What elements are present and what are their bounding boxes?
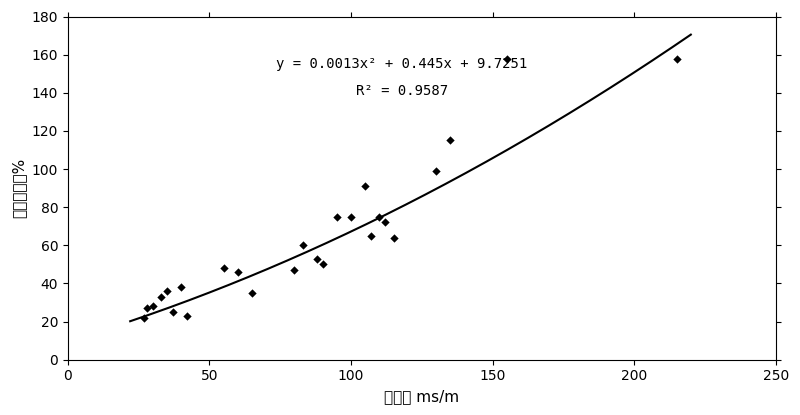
Point [146, 303, 159, 310]
Point [358, 183, 371, 190]
Point [500, 55, 513, 62]
Text: R² = 0.9587: R² = 0.9587 [356, 84, 448, 98]
Point [430, 168, 442, 174]
Point [181, 312, 194, 319]
Point [218, 265, 230, 271]
Point [330, 213, 343, 220]
Point [246, 290, 258, 296]
Point [141, 305, 154, 312]
Point [231, 269, 244, 275]
Point [670, 55, 683, 62]
Point [316, 261, 329, 268]
Point [365, 232, 378, 239]
Point [387, 234, 400, 241]
Point [155, 293, 168, 300]
Point [161, 288, 174, 294]
Point [310, 255, 323, 262]
Point [297, 242, 310, 249]
Point [166, 309, 179, 315]
Point [378, 219, 391, 226]
Text: y = 0.0013x² + 0.445x + 9.7251: y = 0.0013x² + 0.445x + 9.7251 [276, 57, 528, 71]
Point [138, 315, 150, 321]
Point [345, 213, 358, 220]
Point [373, 213, 386, 220]
Y-axis label: 自由膨胀率%: 自由膨胀率% [11, 158, 26, 218]
Point [288, 267, 301, 273]
Point [174, 284, 187, 290]
Point [444, 137, 457, 144]
X-axis label: 电导率 ms/m: 电导率 ms/m [384, 389, 459, 404]
